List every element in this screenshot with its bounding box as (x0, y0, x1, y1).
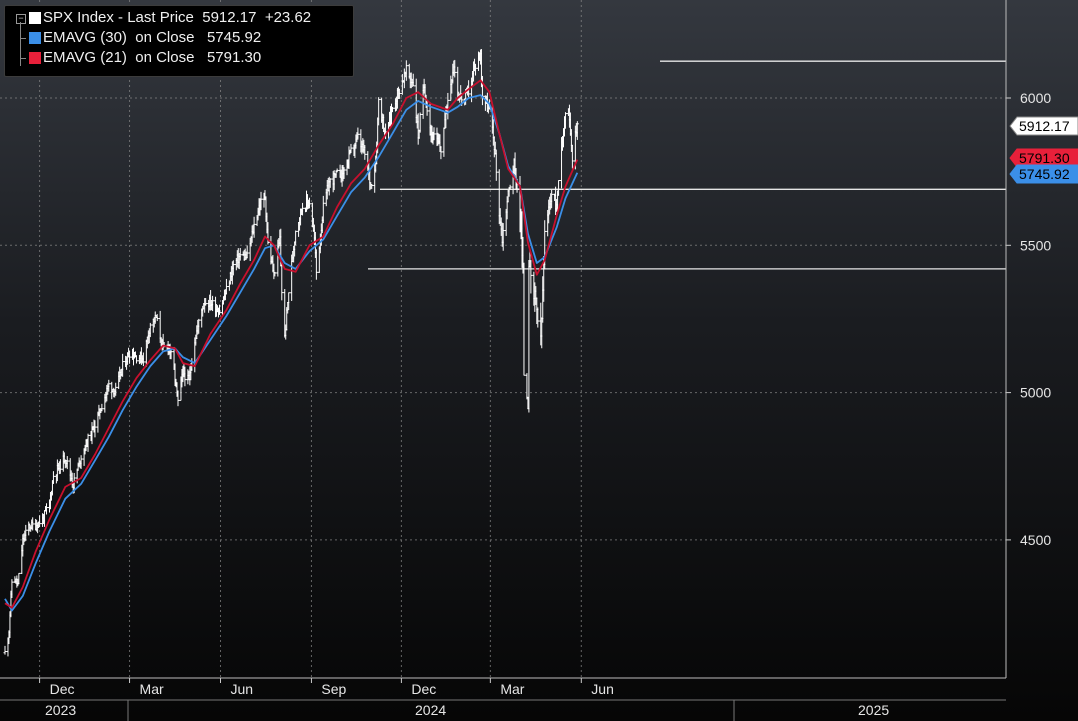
tree-connector (20, 38, 26, 39)
collapse-icon[interactable]: − (16, 14, 26, 24)
y-tick-label: 4500 (1020, 532, 1051, 548)
ema30-value-label: 5745.92 (1009, 164, 1078, 184)
y-tick-label: 6000 (1020, 90, 1051, 106)
value-tag-text: 5745.92 (1019, 166, 1070, 182)
value-tag-shape (1009, 116, 1078, 136)
legend-label: SPX Index - Last Price (43, 9, 194, 26)
year-label: 2024 (415, 702, 446, 718)
x-tick-label: Mar (500, 681, 524, 697)
y-tick-label: 5500 (1020, 237, 1051, 253)
legend-box: − SPX Index - Last Price 5912.17 +23.62 … (4, 5, 354, 77)
legend-swatch-price (29, 12, 41, 24)
x-tick-label: Jun (591, 681, 614, 697)
y-tick-label: 5000 (1020, 385, 1051, 401)
axes-layer: 4500 5000 5500 6000 Dec Mar Jun Sep Dec Mar Jun 202… (0, 0, 1051, 721)
legend-swatch-ema21 (29, 52, 41, 64)
x-tick-label: Mar (140, 681, 164, 697)
legend-label: EMAVG (21) on Close (43, 49, 195, 66)
legend-label: EMAVG (30) on Close (43, 29, 195, 46)
legend-value: 5912.17 (202, 9, 257, 26)
x-tick-label: Sep (321, 681, 346, 697)
value-tag-shape (1009, 164, 1078, 184)
year-label: 2025 (858, 702, 889, 718)
support-resistance-lines (368, 60, 1006, 270)
legend-item-ema21[interactable]: EMAVG (21) on Close 5791.30 (5, 48, 261, 68)
grid-layer (0, 0, 1006, 678)
legend-value: 5745.92 (206, 29, 262, 46)
value-tag-shape (1009, 148, 1078, 168)
year-label: 2023 (45, 702, 76, 718)
x-tick-label: Jun (230, 681, 253, 697)
x-tick-label: Dec (411, 681, 436, 697)
legend-item-ema30[interactable]: EMAVG (30) on Close 5745.92 (5, 28, 261, 48)
legend-swatch-ema30 (29, 32, 41, 44)
tree-connector (20, 58, 26, 59)
price-bars-layer (3, 49, 579, 657)
value-tag-text: 5791.30 (1019, 150, 1070, 166)
legend-change: +23.62 (264, 9, 312, 26)
value-tag-text: 5912.17 (1019, 118, 1070, 134)
ema21-line (4, 79, 579, 609)
ema30-line (4, 94, 579, 612)
last-price-label: 5912.17 (1009, 116, 1078, 136)
legend-item-price[interactable]: SPX Index - Last Price 5912.17 +23.62 (5, 8, 311, 28)
ema21-value-label: 5791.30 (1009, 148, 1078, 168)
x-tick-label: Dec (50, 681, 75, 697)
legend-value: 5791.30 (206, 49, 262, 66)
tree-connector (20, 22, 21, 66)
ema-lines-layer (4, 79, 579, 612)
